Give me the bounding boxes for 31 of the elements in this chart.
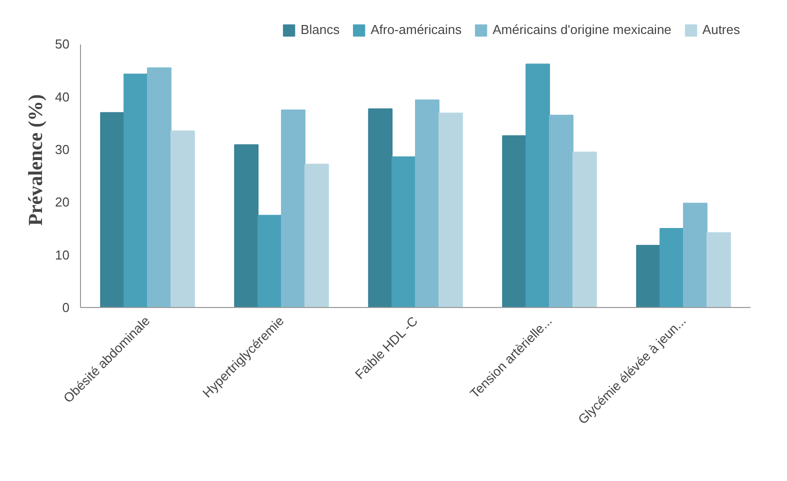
- bar: [415, 99, 440, 308]
- y-tick-label: 40: [55, 89, 70, 104]
- y-tick-label: 30: [55, 142, 70, 157]
- bar: [636, 244, 661, 308]
- bar: [502, 135, 527, 308]
- bar: [147, 67, 172, 308]
- bar: [304, 164, 329, 308]
- legend-label: Afro-américains: [370, 22, 462, 37]
- y-tick-label: 10: [55, 247, 70, 262]
- bar: [572, 152, 597, 308]
- legend-label: Autres: [702, 22, 740, 37]
- y-tick-label: 50: [55, 36, 70, 52]
- bar: [526, 64, 550, 308]
- bar: [549, 114, 574, 308]
- y-tick-label: 20: [55, 194, 70, 210]
- bar: [368, 108, 393, 308]
- bar: [170, 130, 195, 308]
- bar: [706, 232, 731, 308]
- bar: [281, 109, 306, 308]
- bar: [124, 74, 148, 308]
- bar: [258, 214, 282, 308]
- bar: [392, 156, 416, 308]
- bar: [234, 144, 259, 308]
- bar: [100, 112, 125, 308]
- bar: [683, 202, 708, 308]
- bar: [438, 112, 463, 308]
- legend-label: Américains d'origine mexicaine: [492, 22, 672, 37]
- bar: [660, 228, 684, 308]
- y-axis-title: Prévalence (%): [25, 94, 48, 226]
- legend-label: Blancs: [300, 22, 340, 37]
- y-tick-label: 0: [62, 300, 70, 315]
